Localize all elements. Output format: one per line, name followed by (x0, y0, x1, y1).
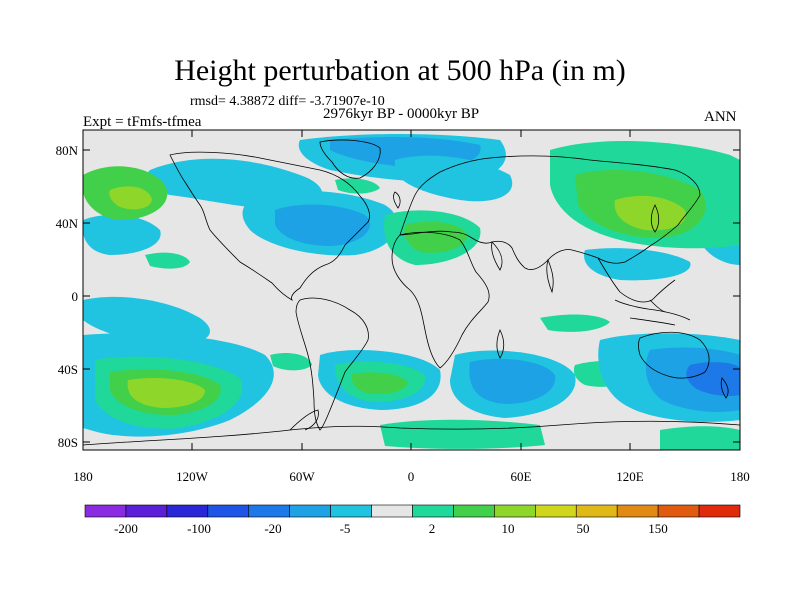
contour-lime-atlantic (404, 221, 468, 253)
contour-lime-south-atlantic (351, 372, 408, 395)
contour-green-south-pacific-east (270, 353, 312, 371)
colorbar-swatch (166, 504, 209, 518)
contour-green-antarctic-east (660, 426, 740, 450)
contour-deep-blue-north-america (275, 204, 371, 246)
contour-deep-blue-indian-ocean (469, 358, 556, 404)
colorbar-label: -5 (340, 521, 351, 536)
coast-arabia-india (491, 241, 554, 294)
map-title: Height perturbation at 500 hPa (in m) (174, 54, 626, 87)
coast-southeast-asia (597, 257, 691, 321)
contour-blue-europe (395, 155, 513, 202)
colorbar-swatch (248, 504, 290, 518)
colorbar-swatch (371, 504, 413, 518)
colorbar-swatch (289, 504, 331, 518)
colorbar-label: -100 (187, 521, 211, 536)
season-label: ANN (704, 109, 737, 125)
colorbar-swatch (575, 504, 618, 518)
coast-north-america (169, 151, 370, 302)
experiment-label: Expt = tFmfs-tfmea (83, 114, 202, 130)
lat-label-40s: 40S (58, 362, 78, 377)
lat-label-0: 0 (72, 289, 79, 304)
contour-field (83, 130, 740, 450)
coast-indonesia (629, 299, 676, 326)
colorbar-swatch (657, 504, 700, 518)
coast-japan (650, 204, 660, 233)
coast-uk (393, 191, 401, 209)
contour-green-pacific-small (145, 252, 190, 269)
coast-madagascar (496, 329, 505, 359)
colorbar-swatch (207, 504, 250, 518)
lon-label-180-west: 180 (73, 469, 93, 484)
lat-label-40n: 40N (56, 216, 79, 231)
contour-green-mid (540, 314, 610, 332)
coast-antarctic-peninsula (289, 409, 319, 431)
coast-eurasia (399, 155, 701, 270)
colorbar-label: -200 (114, 521, 138, 536)
latitude-labels: 80N 40N 0 40S 80S (56, 143, 79, 450)
colorbar-swatch (125, 504, 168, 518)
tick-marks (83, 130, 740, 450)
time-period: 2976kyr BP - 0000kyr BP (323, 106, 480, 122)
colorbar-label: 50 (577, 521, 590, 536)
contour-green-antarctic (380, 419, 545, 449)
contour-yellow-asia (614, 195, 686, 231)
contour-blue-south-pacific (83, 296, 210, 345)
lon-label-0: 0 (408, 469, 415, 484)
colorbar-swatch (412, 504, 454, 518)
lon-label-180-east: 180 (730, 469, 750, 484)
colorbar-swatch (330, 504, 372, 518)
rmsd-diff-stats: rmsd= 4.38872 diff= -3.71907e-10 (190, 94, 385, 109)
colorbar-swatch (494, 504, 536, 518)
contour-yellow-north-pacific (109, 186, 152, 210)
colorbar-label: -20 (264, 521, 281, 536)
colorbar-label: 10 (502, 521, 515, 536)
colorbar-swatch (698, 504, 741, 518)
longitude-labels: 180 120W 60W 0 60E 120E 180 (73, 469, 750, 484)
contour-strong-blue-south-east (686, 362, 740, 397)
contour-yellow-south-pacific (127, 378, 205, 408)
colorbar (84, 504, 741, 518)
contour-blue-asia-south (584, 248, 691, 281)
colorbar-swatch (453, 504, 495, 518)
coast-greenland (319, 139, 381, 179)
colorbar-label: 2 (429, 521, 436, 536)
colorbar-label: 150 (648, 521, 668, 536)
lat-label-80n: 80N (56, 143, 79, 158)
coast-new-zealand (720, 377, 729, 399)
coast-australia (638, 331, 710, 379)
lon-label-120e: 120E (616, 469, 644, 484)
contour-blue-pacific-west (83, 214, 161, 255)
coast-south-america (295, 297, 369, 431)
colorbar-swatch (535, 504, 577, 518)
coastlines (83, 139, 740, 446)
lat-label-80s: 80S (58, 435, 78, 450)
coast-antarctica (83, 420, 740, 446)
lon-label-60w: 60W (289, 469, 315, 484)
colorbar-labels: -200 -100 -20 -5 2 10 50 150 (114, 521, 668, 536)
colorbar-swatch (616, 504, 659, 518)
coast-africa (391, 231, 490, 369)
lon-label-60e: 60E (511, 469, 532, 484)
lon-label-120w: 120W (176, 469, 209, 484)
colorbar-swatch (84, 504, 127, 518)
